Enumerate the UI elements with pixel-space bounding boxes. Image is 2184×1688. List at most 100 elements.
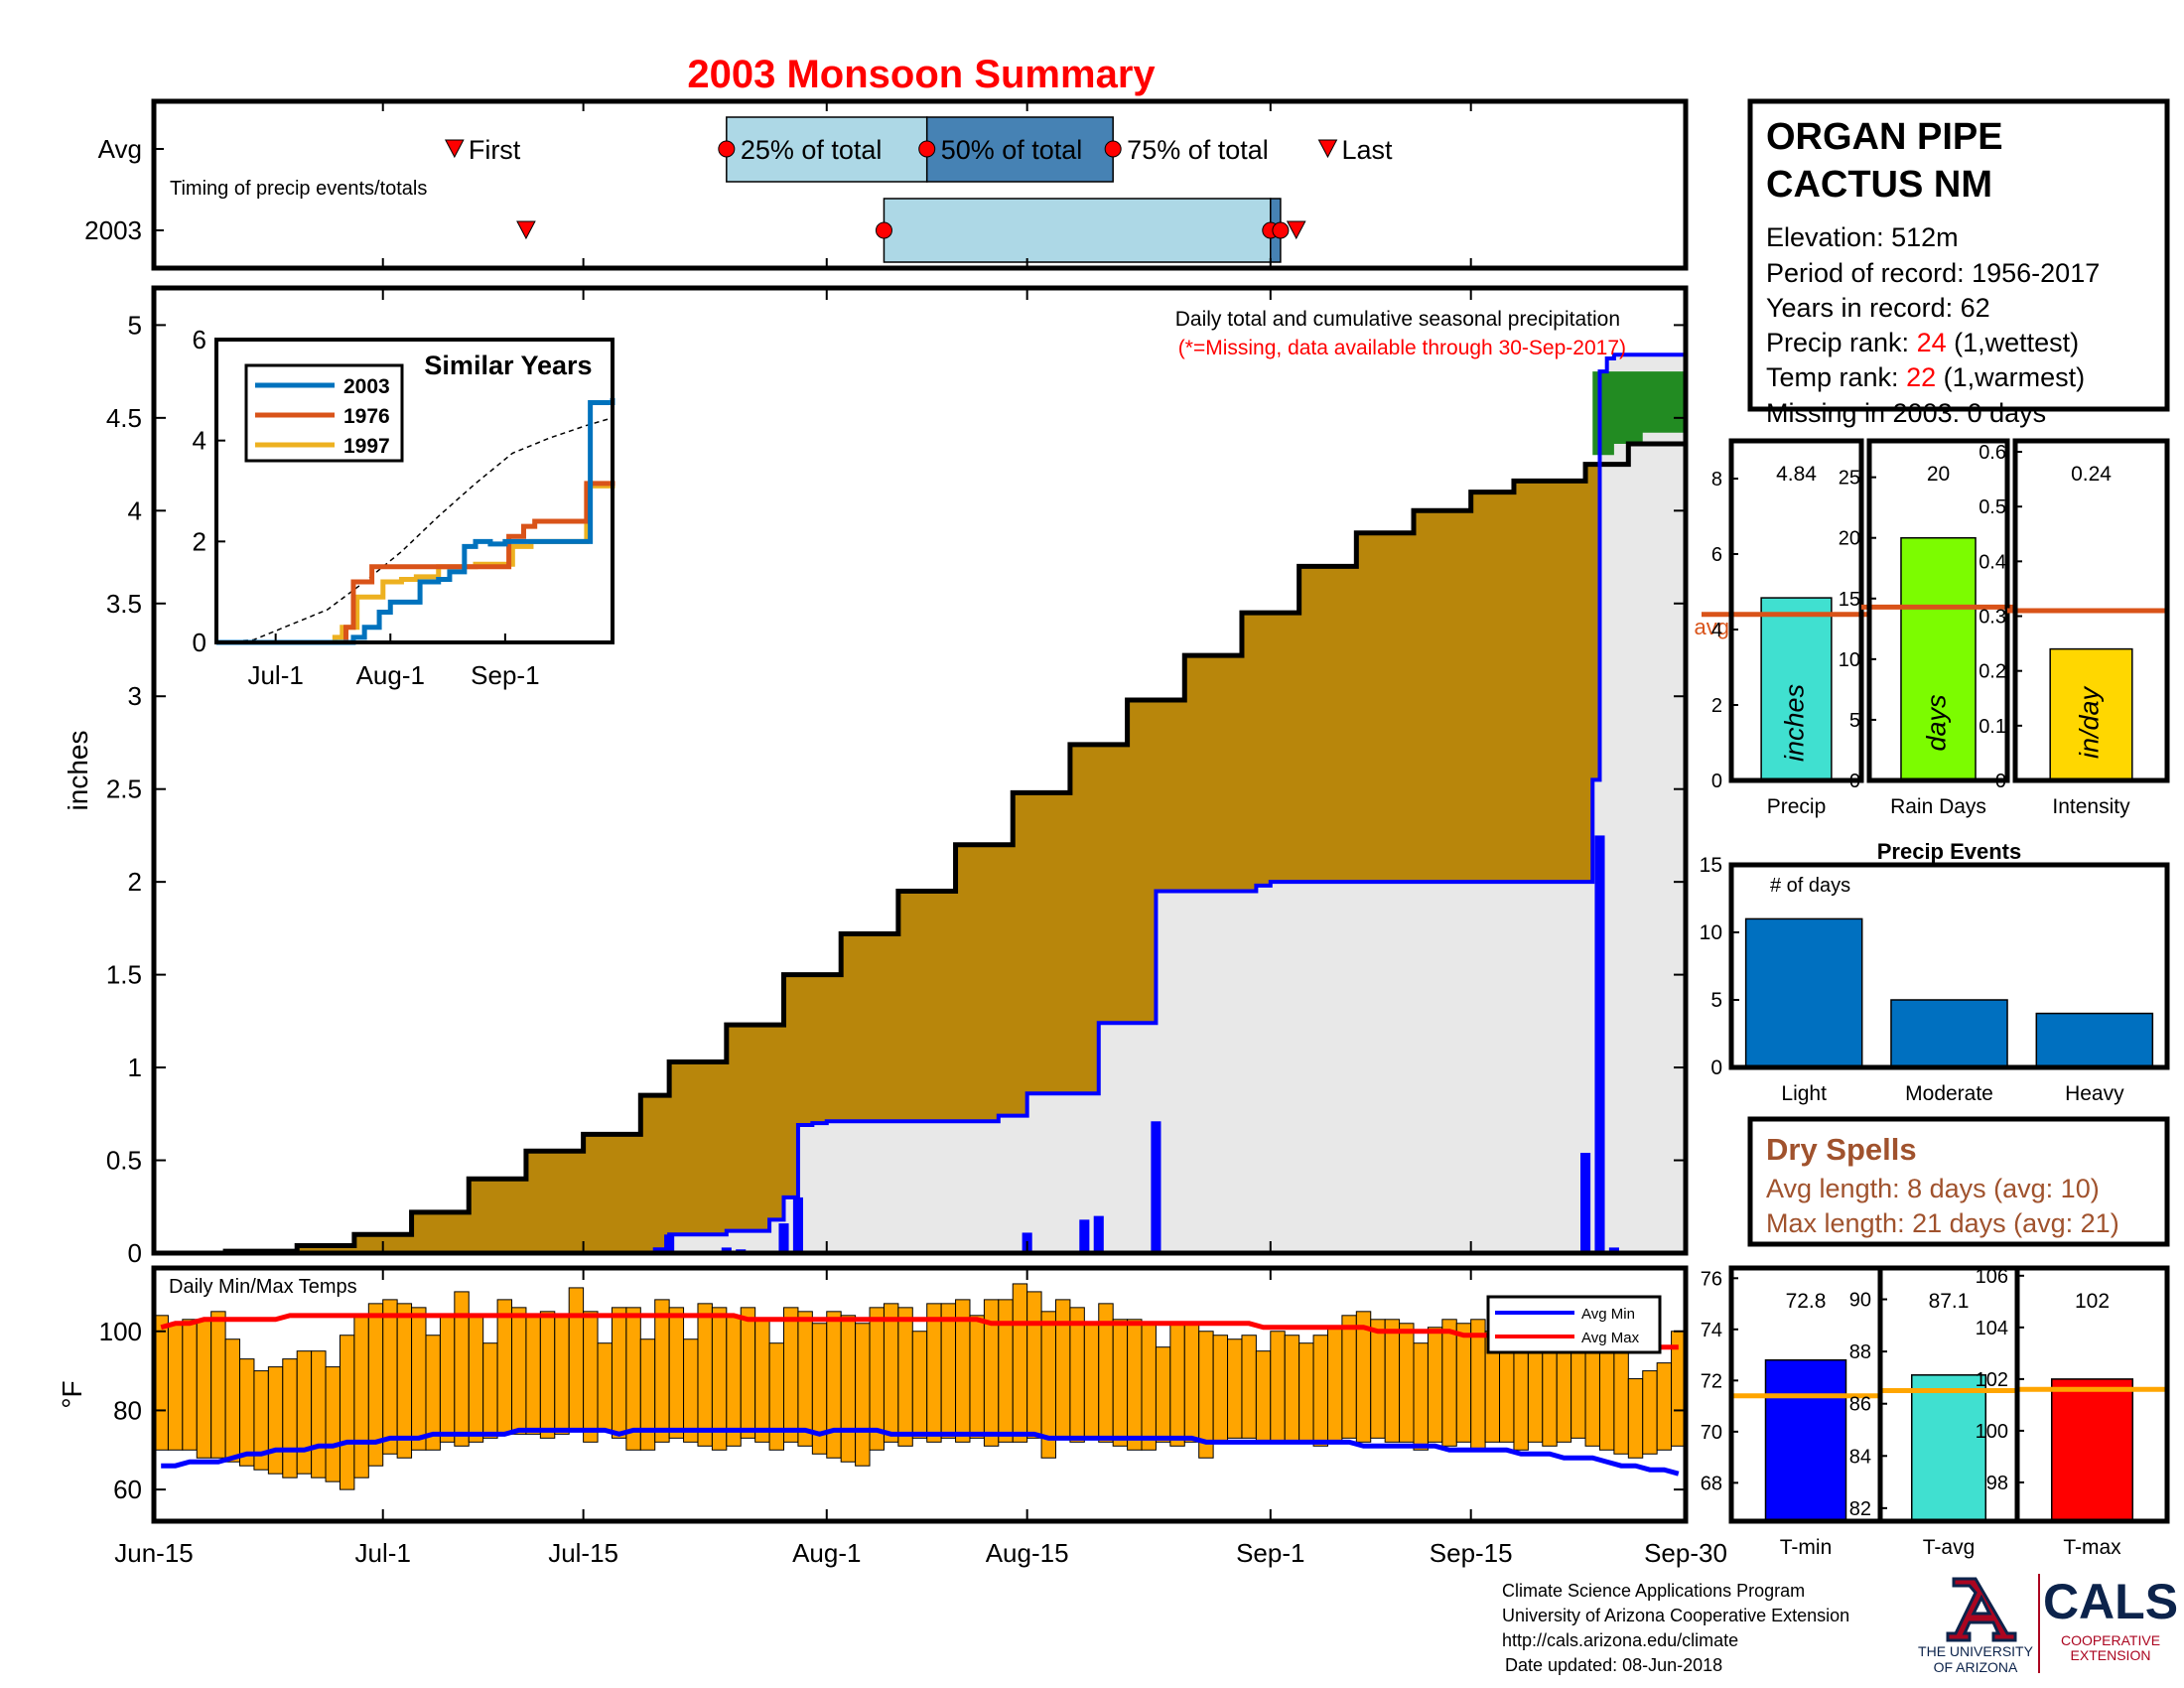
raindays-value-label: 20 bbox=[1927, 463, 1950, 486]
events-ylabel: # of days bbox=[1770, 875, 1850, 897]
temp-range-bar bbox=[668, 1307, 685, 1439]
events-title: Precip Events bbox=[1877, 839, 2022, 864]
tavg-ytick-label: 90 bbox=[1849, 1290, 1871, 1312]
temp-range-bar bbox=[1441, 1319, 1457, 1447]
raindays-ytick-label: 10 bbox=[1839, 649, 1860, 671]
year-cumulative-area bbox=[154, 354, 1686, 1253]
events-bar bbox=[1744, 917, 1863, 1068]
main-ytick-label: 1 bbox=[128, 1053, 142, 1082]
excess-precip-area bbox=[1592, 371, 1686, 456]
temp-range-bar bbox=[754, 1319, 770, 1443]
main-ytick-label: 0.5 bbox=[106, 1146, 142, 1176]
daily-precip-bar bbox=[778, 1223, 789, 1253]
tmin-category-label: T-min bbox=[1780, 1536, 1833, 1559]
temp-range-bar bbox=[1255, 1350, 1272, 1443]
events-ytick-label: 10 bbox=[1700, 921, 1722, 944]
temp-range-bar bbox=[325, 1366, 341, 1482]
temp-range-bar bbox=[1298, 1342, 1314, 1443]
temp-range-bar bbox=[568, 1287, 585, 1431]
daily-precip-bar bbox=[1594, 835, 1605, 1253]
temp-range-bar bbox=[1326, 1327, 1343, 1443]
temp-range-bar bbox=[1012, 1283, 1028, 1443]
avg-last-marker bbox=[1317, 139, 1338, 159]
tmin-value-bar bbox=[1764, 1358, 1847, 1522]
temp-range-bar bbox=[639, 1338, 656, 1451]
inset-xtick-label: Jul-1 bbox=[247, 660, 303, 690]
temp-range-bar bbox=[1613, 1350, 1629, 1455]
tmin-value-label: 72.8 bbox=[1786, 1290, 1827, 1313]
temp-range-bar bbox=[1399, 1323, 1415, 1443]
raindays-category-label: Rain Days bbox=[1890, 795, 1986, 818]
temp-range-bar bbox=[1413, 1342, 1429, 1451]
temp-range-bar bbox=[1642, 1370, 1658, 1455]
precip-ytick-label: 6 bbox=[1711, 544, 1722, 566]
temp-range-bar bbox=[1341, 1315, 1357, 1439]
year-cumulative-line bbox=[154, 352, 1686, 1255]
temp-range-bar bbox=[267, 1366, 284, 1475]
inset-series-line bbox=[216, 481, 615, 645]
inset-xtick-label: Sep-1 bbox=[471, 660, 539, 690]
date-axis-label: Sep-15 bbox=[1430, 1538, 1513, 1568]
inset-legend-label: 2003 bbox=[343, 375, 390, 398]
avg-box-25-50 bbox=[726, 116, 928, 183]
temp-range-bar bbox=[196, 1319, 212, 1459]
daily-precip-bar bbox=[1608, 1247, 1619, 1253]
main-ylabel: inches bbox=[63, 731, 93, 811]
tavg-value-bar bbox=[1910, 1374, 1987, 1522]
avg-p25-label: 25% of total bbox=[741, 135, 883, 165]
precip-ytick-label: 8 bbox=[1711, 469, 1722, 491]
temp-range-bar bbox=[726, 1315, 742, 1447]
temp-range-bar bbox=[1026, 1291, 1042, 1439]
temp-range-bar bbox=[1069, 1307, 1085, 1443]
station-info-frame bbox=[1747, 98, 2170, 412]
temp-range-bar bbox=[883, 1303, 899, 1443]
daily-precip-bar bbox=[1580, 1153, 1591, 1253]
temp-range-bar bbox=[1227, 1338, 1243, 1439]
temps-ytick-label: 100 bbox=[99, 1317, 142, 1346]
raindays-ytick-label: 0 bbox=[1849, 771, 1860, 792]
tmax-value-label: 102 bbox=[2075, 1290, 2110, 1313]
year-last-marker bbox=[1286, 220, 1306, 240]
raindays-ytick-label: 20 bbox=[1839, 528, 1860, 550]
events-ytick-label: 15 bbox=[1700, 854, 1722, 877]
tmin-bar: 72.8 68 70 72 74 76 T-min bbox=[1701, 1265, 1883, 1559]
tmax-frame bbox=[2014, 1265, 2170, 1524]
precip-value-label: 4.84 bbox=[1776, 463, 1817, 486]
inset-legend-label: 1976 bbox=[343, 405, 390, 428]
raindays-value-bar bbox=[1900, 536, 1977, 781]
timing-row-avg: Avg bbox=[98, 134, 142, 164]
cals-logo-text: CALS bbox=[2043, 1574, 2178, 1629]
university-of-arizona-logo: THE UNIVERSITY OF ARIZONA CALS COOPERATI… bbox=[1918, 1574, 2178, 1675]
date-axis-label: Sep-1 bbox=[1236, 1538, 1304, 1568]
tmax-ytick-label: 100 bbox=[1976, 1421, 2008, 1443]
intensity-ytick-label: 0.2 bbox=[1979, 661, 2006, 683]
tmax-ytick-label: 102 bbox=[1976, 1369, 2008, 1391]
avg-first-marker bbox=[445, 139, 465, 159]
inset-legend-label: 1997 bbox=[343, 435, 390, 458]
temp-range-bar bbox=[1127, 1319, 1143, 1451]
intensity-value-bar bbox=[2049, 647, 2133, 781]
main-frame bbox=[151, 285, 1689, 1256]
avg-p75-marker bbox=[1104, 140, 1122, 158]
temp-range-bar bbox=[1270, 1331, 1286, 1443]
inset-ytick-label: 0 bbox=[193, 628, 206, 657]
tavg-ytick-label: 82 bbox=[1849, 1498, 1871, 1520]
precip-ytick-label: 4 bbox=[1711, 620, 1722, 641]
main-chart-title: Daily total and cumulative seasonal prec… bbox=[1175, 308, 1620, 331]
temp-range-bar bbox=[897, 1307, 913, 1447]
temp-range-bar bbox=[1627, 1378, 1644, 1459]
precip-events-chart: Light Moderate Heavy 0 5 10 15 # of days Precip … bbox=[1700, 839, 2170, 1105]
precip-total-bar: inches avg 4.84 0 2 4 6 8 Precip bbox=[1695, 438, 1869, 818]
main-ytick-label: 5 bbox=[128, 310, 142, 340]
dry-spells-max: Max length: 21 days (avg: 21) bbox=[1766, 1208, 2119, 1238]
coop-line1: COOPERATIVE bbox=[2061, 1632, 2160, 1648]
avg-p75-label: 75% of total bbox=[1127, 135, 1269, 165]
credit-url[interactable]: http://cals.arizona.edu/climate bbox=[1502, 1630, 1738, 1650]
rain-days-bar: days 20 0 5 10 15 20 25 Rain Days bbox=[1839, 438, 2015, 818]
temp-range-bar bbox=[511, 1307, 527, 1435]
credit-line2: University of Arizona Cooperative Extens… bbox=[1502, 1606, 1849, 1625]
temp-range-bar bbox=[339, 1335, 355, 1490]
temps-legend-frame bbox=[1486, 1295, 1662, 1354]
temp-range-bar bbox=[1284, 1335, 1300, 1443]
